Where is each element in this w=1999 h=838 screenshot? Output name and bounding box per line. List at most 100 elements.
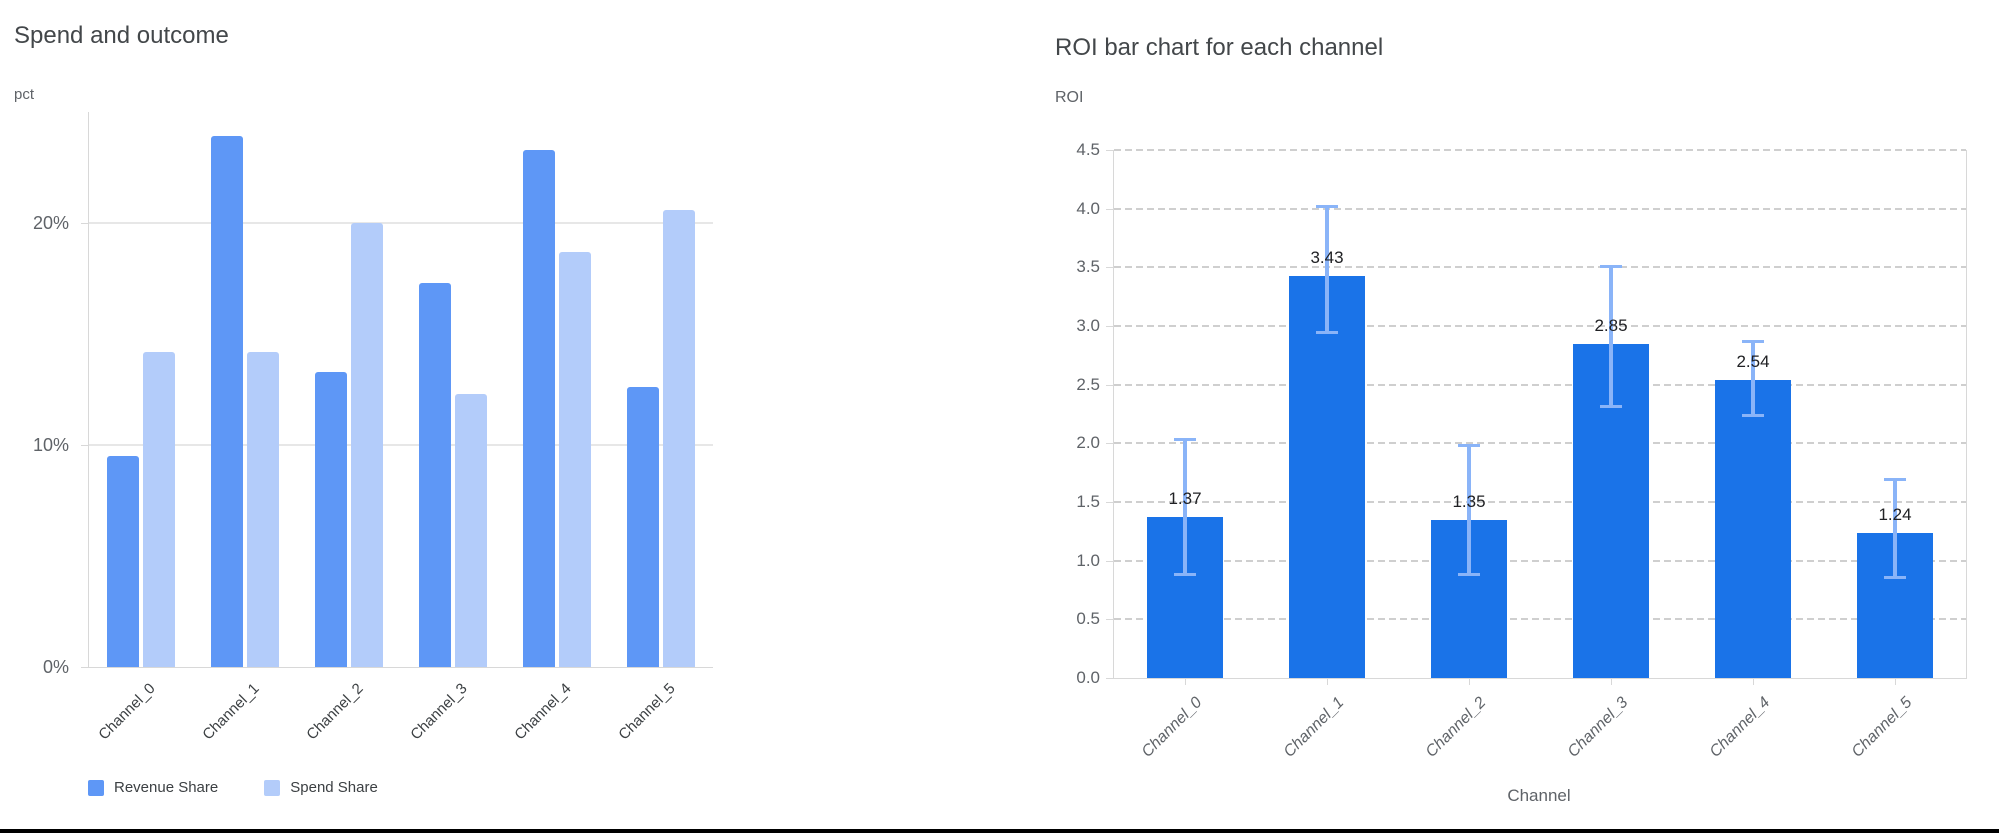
error-bar-cap-bottom-channel-2 [1458,572,1480,576]
right-y-tick-mark-0-5 [1106,619,1114,621]
bar-spend-share-channel-5[interactable] [663,209,695,667]
right-x-tick-mark-channel-3 [1611,678,1612,685]
left-chart-legend: Revenue Share Spend Share [88,779,424,796]
error-bar-cap-top-channel-3 [1600,265,1622,269]
right-x-label-channel-0: Channel_0 [1138,694,1206,761]
right-gridline-3-5 [1114,266,1966,269]
right-y-tick-label-1-0: 1.0 [1076,550,1100,570]
bar-spend-share-channel-0[interactable] [143,351,175,667]
roi-bar-channel-4[interactable] [1715,379,1791,678]
left-chart-title: Spend and outcome [14,22,229,49]
left-x-label-channel-3: Channel_3 [407,680,472,744]
right-y-tick-label-3-5: 3.5 [1076,257,1100,277]
roi-value-label-channel-2: 1.35 [1452,491,1486,511]
left-plot-area: 0% 10% 20% Channel_0 Channel_1 Channel_2 Chann… [33,112,713,743]
roi-value-label-channel-4: 2.54 [1736,351,1770,371]
error-bar-cap-top-channel-1 [1316,205,1338,209]
bar-revenue-share-channel-5[interactable] [627,387,659,667]
right-x-axis-title: Channel [1507,786,1571,805]
error-bar-cap-bottom-channel-0 [1174,572,1196,576]
right-y-tick-mark-4-5 [1106,150,1114,151]
left-x-label-channel-5: Channel_5 [615,680,680,744]
roi-value-label-channel-3: 2.85 [1594,315,1628,335]
bar-revenue-share-channel-2[interactable] [315,371,347,667]
right-y-tick-mark-4-0 [1106,208,1114,210]
error-bar-stem-channel-2 [1467,444,1471,574]
error-bar-cap-top-channel-2 [1458,443,1480,447]
right-y-axis-unit-label: ROI [1055,89,1084,106]
right-gridline-4-5 [1114,149,1966,151]
right-x-tick-mark-channel-5 [1895,678,1896,685]
bar-spend-share-channel-1[interactable] [247,351,279,667]
roi-bar-channel-1[interactable] [1289,275,1365,678]
right-y-tick-label-4-5: 4.5 [1076,140,1100,159]
right-y-tick-label-1-5: 1.5 [1076,492,1100,511]
left-x-label-channel-2: Channel_2 [303,680,368,744]
right-plot-area: 0.0 0.5 1.0 1.5 2.0 2.5 3.0 3.5 4.0 4.5 1.37 Channe… [1076,140,1967,761]
right-x-tick-mark-channel-2 [1469,678,1470,685]
bar-spend-share-channel-3[interactable] [455,393,487,667]
error-bar-cap-top-channel-4 [1742,340,1764,344]
roi-value-label-channel-1: 3.43 [1310,247,1344,267]
error-bar-cap-bottom-channel-3 [1600,404,1622,408]
right-gridline-1-0 [1114,559,1966,562]
left-y-tick-mark-20- [81,223,89,224]
right-x-label-channel-5: Channel_5 [1848,694,1916,761]
roi-value-label-channel-5: 1.24 [1878,504,1912,524]
left-y-tick-label-20-: 20% [32,213,69,233]
bar-spend-share-channel-2[interactable] [351,223,383,667]
left-y-tick-mark-10- [81,445,89,446]
left-x-label-channel-0: Channel_0 [95,680,160,744]
left-gridline-10- [89,444,713,446]
right-y-tick-mark-3-5 [1106,267,1114,269]
right-y-tick-label-0-0: 0.0 [1076,668,1100,687]
error-bar-cap-bottom-channel-1 [1316,330,1338,334]
bar-revenue-share-channel-1[interactable] [211,136,243,667]
legend-swatch-revenue-share [88,779,104,796]
right-y-tick-mark-2-0 [1106,443,1114,445]
right-x-label-channel-1: Channel_1 [1280,694,1348,761]
right-gridline-0-5 [1114,618,1966,621]
right-gridline-3-0 [1114,325,1966,327]
right-y-tick-label-4-0: 4.0 [1076,198,1100,218]
roi-value-label-channel-0: 1.37 [1168,489,1202,509]
right-x-tick-mark-channel-4 [1753,678,1754,685]
right-x-tick-mark-channel-0 [1185,678,1186,685]
error-bar-stem-channel-5 [1893,478,1897,578]
left-y-axis-unit-label: pct [14,86,35,103]
bar-revenue-share-channel-3[interactable] [419,282,451,667]
bottom-border-line [0,829,1999,833]
error-bar-stem-channel-3 [1609,266,1613,406]
right-gridline-1-5 [1114,501,1966,503]
error-bar-cap-top-channel-0 [1174,437,1196,441]
bar-spend-share-channel-4[interactable] [559,251,591,667]
error-bar-cap-bottom-channel-4 [1742,414,1764,418]
left-y-tick-mark-0- [81,667,89,668]
right-chart-title: ROI bar chart for each channel [1055,34,1384,61]
legend-swatch-spend-share [264,779,281,796]
right-x-label-channel-4: Channel_4 [1706,694,1774,761]
right-y-tick-label-0-5: 0.5 [1076,609,1100,629]
error-bar-cap-bottom-channel-5 [1884,576,1906,580]
left-y-tick-label-0-: 0% [42,657,69,677]
right-x-tick-mark-channel-1 [1327,678,1328,685]
error-bar-stem-channel-1 [1325,206,1329,332]
right-y-tick-label-2-0: 2.0 [1076,433,1100,453]
right-y-tick-mark-2-5 [1106,384,1114,386]
right-y-tick-mark-1-5 [1106,502,1114,503]
right-gridline-4-0 [1114,207,1966,210]
error-bar-cap-top-channel-5 [1884,477,1906,481]
left-x-label-channel-1: Channel_1 [199,680,264,744]
bar-revenue-share-channel-0[interactable] [107,456,139,667]
legend-item-spend-share[interactable]: Spend Share [264,779,378,796]
right-y-tick-mark-3-0 [1106,326,1114,327]
right-x-label-channel-3: Channel_3 [1564,694,1632,761]
bar-revenue-share-channel-4[interactable] [523,149,555,667]
legend-item-revenue-share[interactable]: Revenue Share [88,779,218,796]
legend-label-spend-share: Spend Share [290,779,378,796]
right-y-tick-mark-1-0 [1106,560,1114,562]
right-y-tick-mark-0-0 [1106,678,1114,679]
right-x-label-channel-2: Channel_2 [1422,694,1490,761]
left-y-tick-label-10-: 10% [32,435,69,455]
